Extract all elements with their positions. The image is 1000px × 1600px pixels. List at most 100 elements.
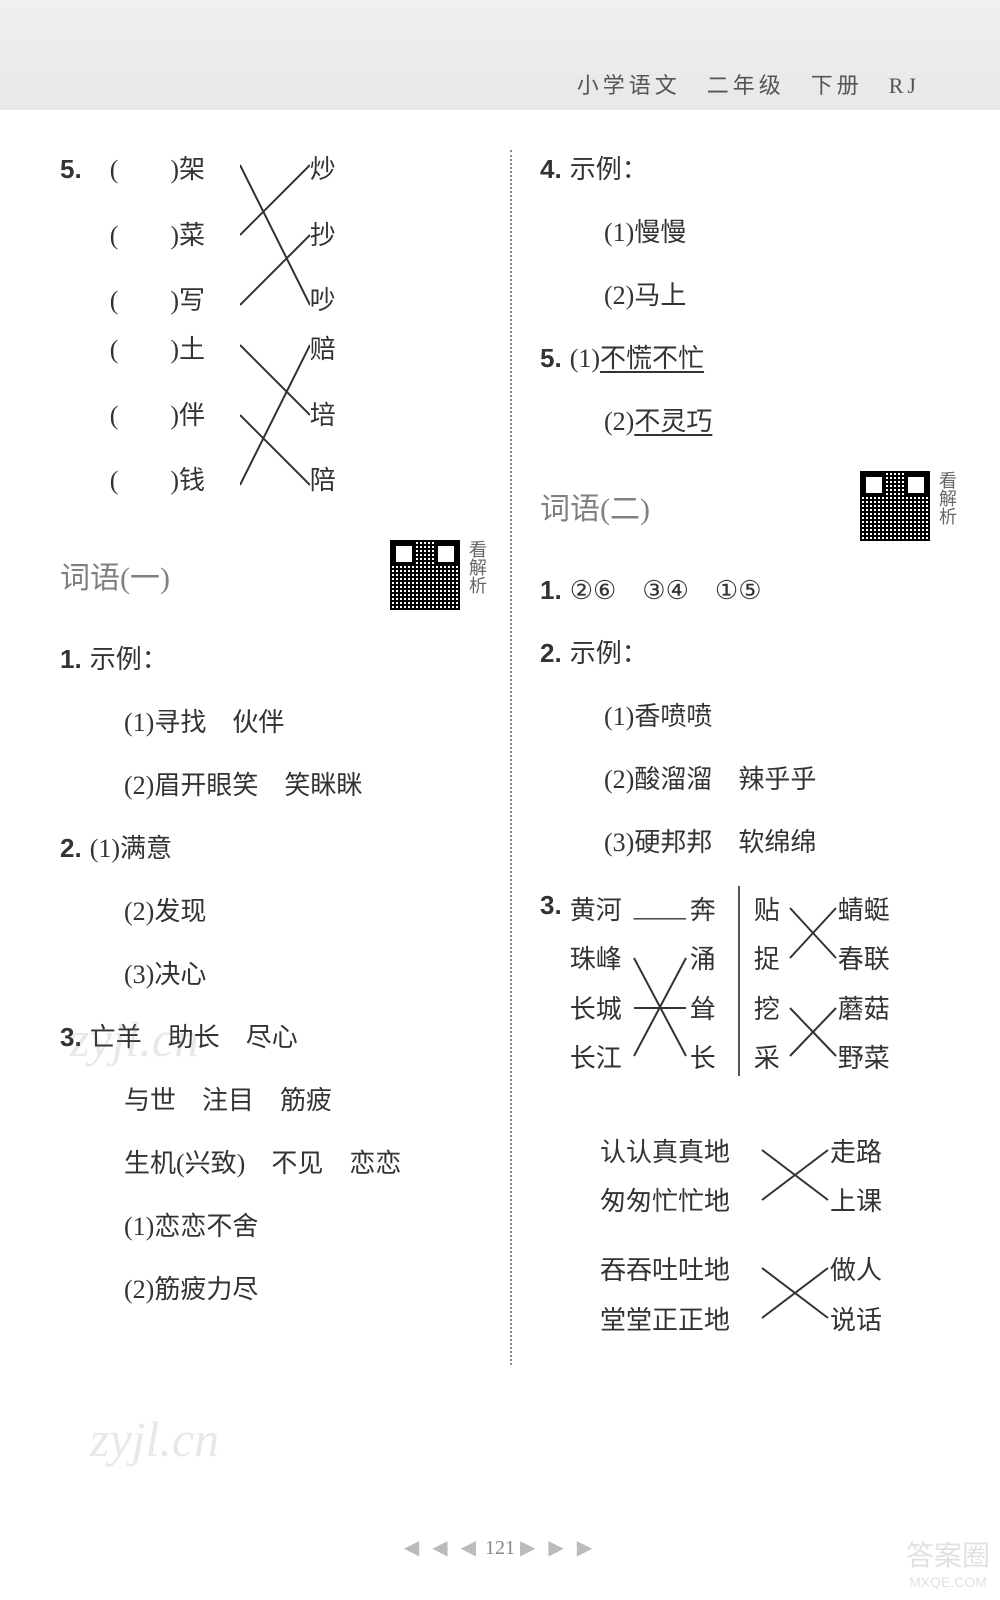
q3b-left: 捉 — [754, 935, 788, 984]
rq5-a-prefix: (1) — [570, 344, 600, 373]
q3b-right: 蜻蜓 — [838, 886, 898, 935]
match-right-item: 陪 — [310, 461, 336, 500]
q3d-right: 做人 — [830, 1246, 900, 1295]
q3-l1: 亡羊 助长 尽心 — [90, 1023, 298, 1052]
q5-match-block-1: ( )架 ( )菜 ( )写 炒 抄 吵 — [110, 150, 490, 320]
q3b-left: 采 — [754, 1034, 788, 1083]
rq5-a-answer: 不慌不忙 — [600, 344, 704, 373]
match-right-item: 赔 — [310, 330, 336, 369]
q3d-right: 说话 — [830, 1296, 900, 1345]
q1-a: (1)寻找 伙伴 — [60, 703, 490, 742]
match-lines — [240, 150, 310, 320]
rq2-number: 2. — [540, 638, 562, 668]
footer-arrow-left-icon: ◀ ◀ ◀ — [404, 1537, 480, 1559]
watermark: zyjl.cn — [90, 1410, 219, 1468]
q3b-left: 挖 — [754, 985, 788, 1034]
match-lines — [760, 1246, 830, 1346]
content-area: 5. ( )架 ( )菜 ( )写 炒 抄 吵 — [0, 110, 1000, 1365]
rq1-text: ②⑥ ③④ ①⑤ — [570, 576, 762, 605]
rq2-c: (3)硬邦邦 软绵绵 — [540, 823, 960, 862]
rq4-b: (2)马上 — [540, 276, 960, 315]
corner-small: MXQE.COM — [906, 1574, 990, 1590]
q3b-left: 贴 — [754, 886, 788, 935]
q3a-left: 长城 — [570, 985, 630, 1034]
rq3-group-c: 认认真真地 匆匆忙忙地 走路 上课 — [600, 1128, 960, 1227]
match-right-item: 培 — [310, 396, 336, 435]
q3a-right: 长 — [690, 1034, 724, 1083]
q3a-left: 长江 — [570, 1034, 630, 1083]
corner-big: 答案圈 — [906, 1540, 990, 1571]
page-number: 121 — [485, 1537, 515, 1559]
q3a-right: 涌 — [690, 935, 724, 984]
section-title-2: 词语(二) 看解析 — [540, 471, 960, 541]
rq3-group-d: 吞吞吐吐地 堂堂正正地 做人 说话 — [600, 1246, 960, 1345]
q3-b: (2)筋疲力尽 — [60, 1270, 490, 1309]
section-title-text: 词语(二) — [540, 484, 650, 528]
corner-watermark: 答案圈 MXQE.COM — [906, 1534, 990, 1590]
match-left-item: ( )钱 — [110, 461, 205, 500]
match-left-item: ( )菜 — [110, 216, 205, 255]
qr-label: 看解析 — [934, 471, 960, 525]
match-left-item: ( )土 — [110, 330, 205, 369]
q2-c: (3)决心 — [60, 955, 490, 994]
q3-a: (1)恋恋不舍 — [60, 1207, 490, 1246]
qr-wrap: 看解析 — [860, 471, 960, 541]
section-title-1: 词语(一) 看解析 — [60, 540, 490, 610]
rq2-a: (1)香喷喷 — [540, 697, 960, 736]
match-left-item: ( )架 — [110, 150, 205, 189]
q3b-right: 蘑菇 — [838, 985, 898, 1034]
q3d-left: 堂堂正正地 — [600, 1296, 760, 1345]
rq5-b-answer: 不灵巧 — [634, 407, 712, 436]
header-text: 小学语文 二年级 下册 RJ — [577, 68, 920, 100]
q1-b: (2)眉开眼笑 笑眯眯 — [60, 766, 490, 805]
q3a-left: 珠峰 — [570, 935, 630, 984]
rq5-number: 5. — [540, 343, 562, 373]
qr-label: 看解析 — [464, 540, 490, 594]
footer-arrow-right-icon: ▶ ▶ ▶ — [520, 1537, 596, 1559]
q1-lead: 示例： — [90, 645, 168, 674]
rq4-number: 4. — [540, 154, 562, 184]
q3b-right: 野菜 — [838, 1034, 898, 1083]
section-title-text: 词语(一) — [60, 553, 170, 597]
qr-wrap: 看解析 — [390, 540, 490, 610]
qr-icon — [390, 540, 460, 610]
header-band: 小学语文 二年级 下册 RJ — [0, 0, 1000, 110]
q3-number: 3. — [60, 1022, 82, 1052]
rq4-lead: 示例： — [570, 155, 648, 184]
right-column: 4. 示例： (1)慢慢 (2)马上 5. (1)不慌不忙 (2)不灵巧 词语(二)… — [510, 150, 960, 1365]
match-right-item: 炒 — [310, 150, 336, 189]
q2-b: (2)发现 — [60, 892, 490, 931]
q3c-right: 走路 — [830, 1128, 900, 1177]
q3d-left: 吞吞吐吐地 — [600, 1246, 760, 1295]
q1-number: 1. — [60, 644, 82, 674]
rq2-b: (2)酸溜溜 辣乎乎 — [540, 760, 960, 799]
qr-icon — [860, 471, 930, 541]
q5-match-block-2: ( )土 ( )伴 ( )钱 赔 培 陪 — [110, 330, 490, 500]
q3b-right: 春联 — [838, 935, 898, 984]
q3c-left: 匆匆忙忙地 — [600, 1177, 760, 1226]
q2-number: 2. — [60, 833, 82, 863]
rq3-group-ab: 黄河 珠峰 长城 长江 —— 奔 — [570, 886, 960, 1084]
match-lines — [788, 886, 838, 1076]
q3a-right: 奔 — [690, 886, 724, 935]
vertical-divider — [738, 886, 740, 1076]
rq3-number: 3. — [540, 886, 562, 1104]
match-right-item: 抄 — [310, 216, 336, 255]
rq4-a: (1)慢慢 — [540, 213, 960, 252]
column-divider — [510, 150, 512, 1365]
q3a-left: 黄河 — [570, 886, 630, 935]
q3-l3: 生机(兴致) 不见 恋恋 — [60, 1144, 490, 1183]
match-lines — [760, 1128, 830, 1228]
match-lines — [240, 330, 310, 500]
page-footer: ◀ ◀ ◀ 121 ▶ ▶ ▶ — [0, 1535, 1000, 1560]
rq2-lead: 示例： — [570, 639, 648, 668]
rq5-b-prefix: (2) — [604, 407, 634, 436]
rq1-number: 1. — [540, 575, 562, 605]
q3c-left: 认认真真地 — [600, 1128, 760, 1177]
q5-number: 5. — [60, 150, 82, 510]
match-left-item: ( )写 — [110, 281, 205, 320]
match-right-item: 吵 — [310, 281, 336, 320]
q3c-right: 上课 — [830, 1177, 900, 1226]
match-left-item: ( )伴 — [110, 396, 205, 435]
q3a-right: 耸 — [690, 985, 724, 1034]
